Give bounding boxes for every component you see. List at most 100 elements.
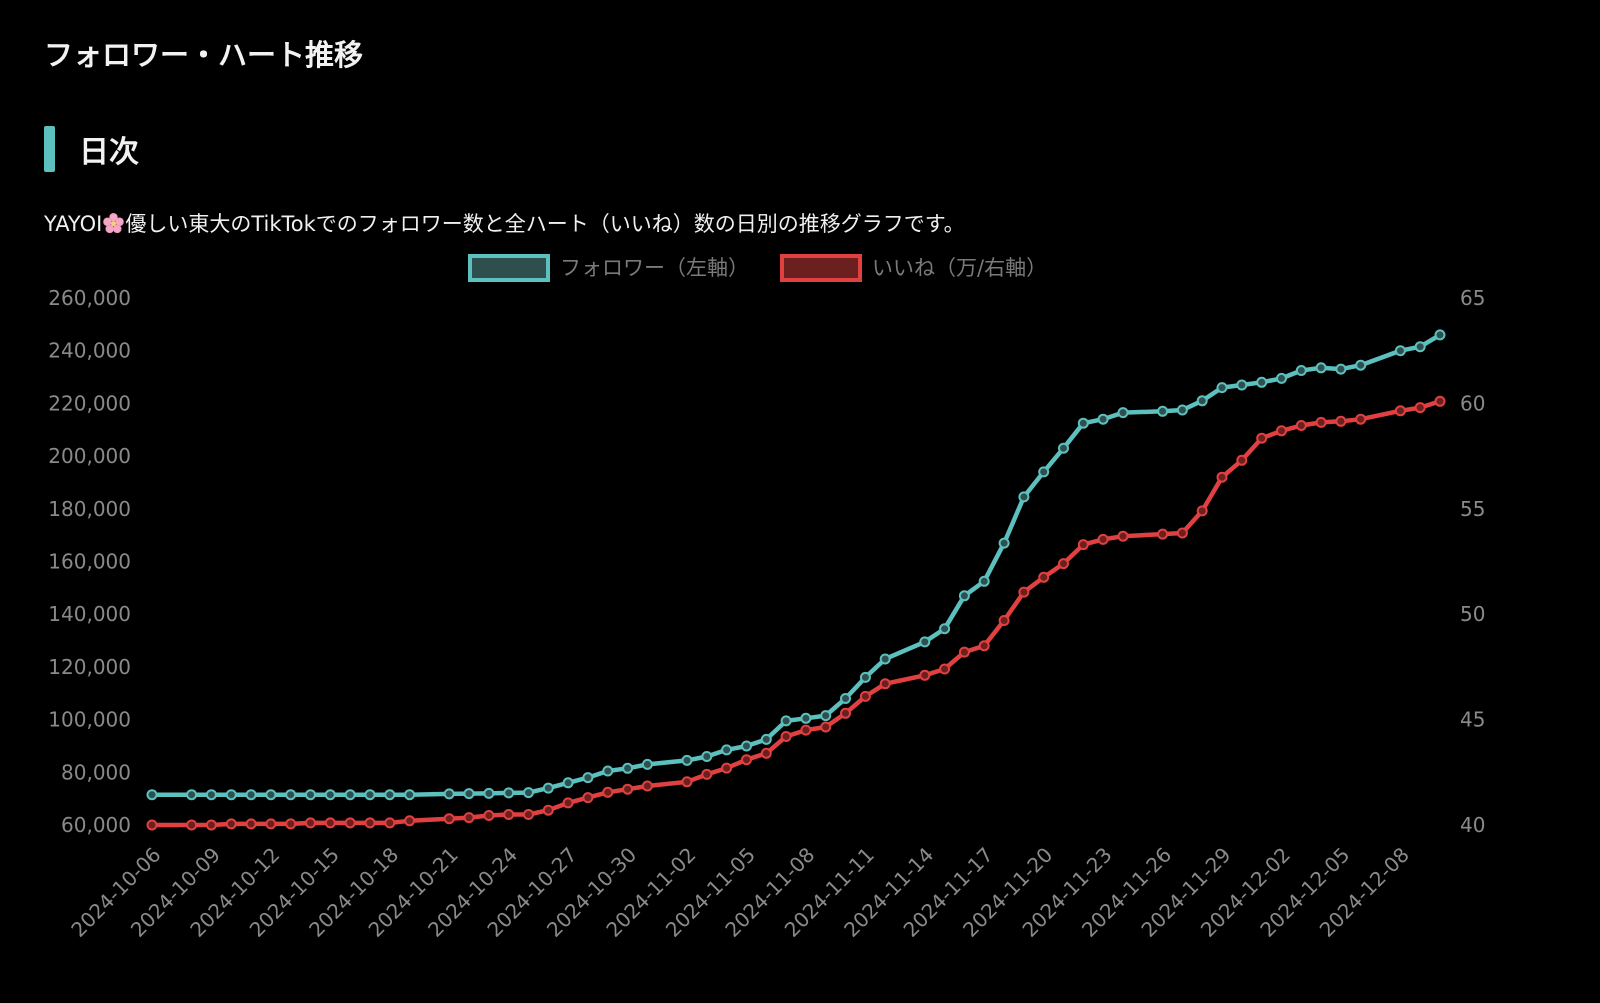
data-point [285,789,297,801]
y-right-tick-label: 45 [1460,708,1485,732]
data-point [265,789,277,801]
data-point [146,819,158,831]
data-point [582,772,594,784]
data-point [780,731,792,742]
data-point [879,653,891,665]
y-right-tick-label: 55 [1460,497,1485,521]
y-left-tick-label: 60,000 [61,813,131,837]
chart-series [146,329,1446,831]
y-left-tick-label: 220,000 [48,391,131,415]
data-point [840,707,851,719]
data-point [1018,586,1030,598]
y-left-tick-label: 180,000 [48,497,131,521]
legend-label: いいね（万/右軸） [872,256,1047,280]
x-axis: 2024-10-062024-10-092024-10-122024-10-15… [66,843,1414,942]
data-point [1077,417,1089,429]
data-point [1176,404,1188,416]
y-right-tick-label: 40 [1460,813,1485,837]
data-point [701,751,713,762]
data-point [463,788,475,800]
data-point [741,754,752,766]
data-point [1394,405,1406,417]
data-point [324,817,336,829]
data-point [998,537,1010,549]
chart-legend: フォロワー（左軸） いいね（万/右軸） [468,254,1047,282]
cherry-blossom-icon [103,212,125,234]
section-header: 日次 [44,126,139,172]
data-point [225,789,237,801]
data-point [364,817,376,829]
section-accent-bar [44,126,55,172]
data-point [681,776,693,788]
data-point [641,780,653,792]
data-point [1434,329,1446,341]
data-point [503,787,515,799]
data-point [1236,454,1248,466]
y-left-tick-label: 140,000 [48,602,131,626]
data-point [463,812,475,824]
data-point [404,815,416,827]
y-left-tick-label: 260,000 [48,286,131,310]
data-point [1157,405,1169,417]
legend-swatch [468,254,550,282]
data-point [760,747,772,759]
data-point [1216,471,1228,483]
data-point [998,615,1010,626]
data-point [1236,379,1248,391]
data-point [205,819,217,831]
description-text: 優しい東大のTikTokでのフォロワー数と全ハート（いいね）数の日別の推移グラフ… [125,212,965,236]
data-point [800,712,812,724]
data-point [1276,425,1287,437]
data-point [1117,407,1129,419]
y-left-tick-label: 120,000 [48,655,131,679]
data-point [483,810,495,821]
series-line [149,332,1443,797]
data-point [820,710,832,722]
data-point [622,762,634,774]
data-point [1394,345,1406,357]
data-point [1315,362,1327,374]
data-point [879,678,891,690]
data-point [1256,432,1268,444]
page-title: フォロワー・ハート推移 [44,38,364,72]
series-likes [146,395,1446,831]
y-left-tick-label: 240,000 [48,339,131,363]
data-point [602,765,614,777]
data-point [1038,466,1050,478]
legend-label: フォロワー（左軸） [560,256,749,280]
data-point [1077,539,1089,551]
legend-item-likes[interactable]: いいね（万/右軸） [780,254,1047,282]
data-point [1414,341,1426,353]
data-point [225,818,237,830]
data-point [721,762,733,774]
data-point [344,817,356,829]
data-point [364,789,376,801]
data-point [285,818,297,830]
y-left-tick-label: 80,000 [61,760,131,784]
data-point [1097,413,1109,425]
data-point [443,813,455,825]
data-point [780,715,792,727]
y-axis-right: 65 60 55 50 45 40 [1460,286,1485,837]
data-point [205,789,217,801]
data-point [800,724,812,736]
y-axis-left: 260,000 240,000 220,000 200,000 180,000 160,0… [48,286,131,837]
data-point [741,740,752,752]
data-point [1058,558,1069,570]
data-point [919,669,931,681]
data-point [939,663,951,675]
data-point [1256,376,1268,388]
data-point [1414,402,1426,414]
data-point [542,804,554,816]
data-point [622,783,634,795]
data-point [245,818,257,830]
data-point [1176,527,1188,539]
data-point [1335,363,1347,375]
data-point [1117,530,1129,542]
data-point [681,754,693,766]
data-point [503,809,515,820]
data-point [186,789,198,801]
legend-item-followers[interactable]: フォロワー（左軸） [468,254,749,282]
data-point [1097,533,1109,545]
